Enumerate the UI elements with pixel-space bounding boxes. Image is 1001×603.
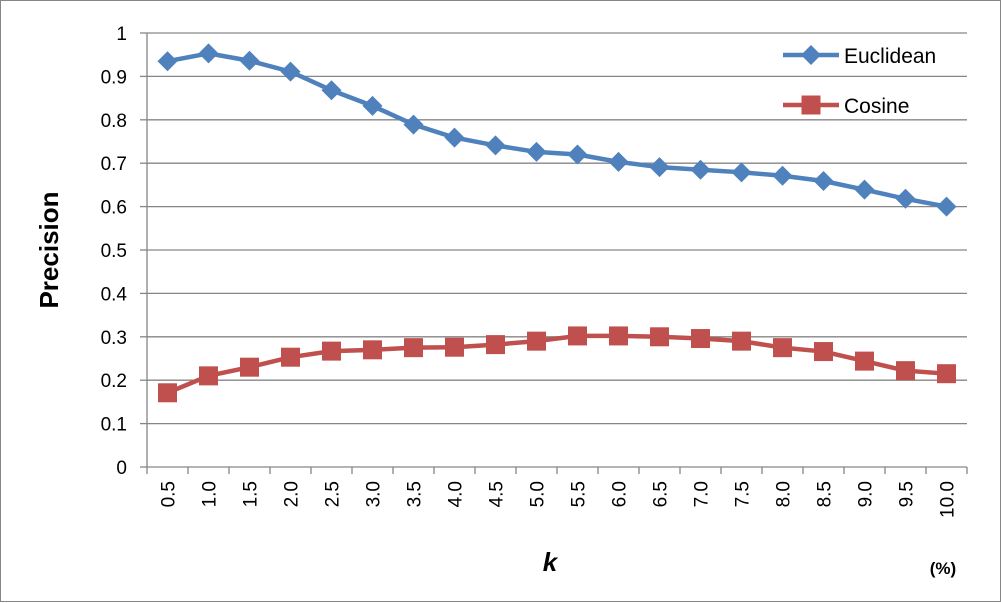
legend: Euclidean Cosine (783, 45, 936, 118)
data-point-cosine (445, 337, 464, 357)
data-point-euclidean (444, 127, 465, 148)
x-tick-label: 5.0 (528, 481, 549, 507)
legend-item-euclidean: Euclidean (783, 45, 936, 68)
data-point-euclidean (772, 165, 793, 186)
data-point-cosine (650, 327, 669, 347)
x-tick-label: 2.0 (282, 481, 303, 507)
data-point-euclidean (895, 188, 916, 209)
data-point-cosine (404, 338, 423, 358)
data-point-cosine (732, 331, 751, 351)
y-tick-label: 0.4 (101, 284, 128, 305)
axes (140, 32, 968, 474)
data-point-euclidean (362, 95, 383, 116)
data-point-cosine (527, 331, 546, 351)
y-tick-label: 1 (116, 24, 127, 45)
x-tick-label: 1.5 (241, 481, 262, 507)
x-tick-label: 9.0 (856, 481, 877, 507)
data-point-cosine (240, 357, 259, 377)
data-point-euclidean (321, 80, 342, 101)
x-tick-label: 7.0 (692, 481, 713, 507)
data-point-euclidean (854, 179, 875, 200)
data-point-euclidean (403, 114, 424, 135)
x-tick-label: 6.0 (610, 481, 631, 507)
data-point-euclidean (198, 43, 219, 64)
data-point-cosine (486, 335, 505, 355)
y-axis-title: Precision (34, 191, 64, 308)
data-point-euclidean (239, 50, 260, 71)
data-point-cosine (281, 347, 300, 367)
data-point-cosine (896, 361, 915, 381)
y-tick-label: 0.8 (101, 111, 127, 132)
legend-marker-cosine (801, 95, 821, 115)
legend-label-cosine: Cosine (844, 95, 909, 118)
x-tick-label: 0.5 (159, 481, 180, 507)
series-euclidean (157, 43, 957, 217)
x-tick-labels: 0.5 1.0 1.5 2.0 2.5 3.0 3.5 4.0 4.5 5.0 5.5 6.0 6.5 7… (159, 481, 959, 518)
data-point-cosine (855, 351, 874, 371)
x-tick-label: 3.5 (405, 481, 426, 507)
x-tick-label: 8.0 (774, 481, 795, 507)
data-point-euclidean (567, 144, 588, 165)
y-tick-labels: 0 0.1 0.2 0.3 0.4 0.5 0.6 0.7 0.8 0.9 1 (101, 24, 128, 479)
legend-label-euclidean: Euclidean (844, 45, 936, 68)
data-point-cosine (363, 340, 382, 360)
data-point-cosine (158, 383, 177, 403)
y-tick-label: 0.6 (101, 198, 127, 219)
x-tick-label: 4.0 (446, 481, 467, 507)
x-tick-label: 5.5 (569, 481, 590, 507)
x-tick-label: 8.5 (815, 481, 836, 507)
y-tick-label: 0.2 (101, 371, 127, 392)
y-tick-label: 0.1 (101, 415, 127, 436)
data-point-euclidean (649, 157, 670, 178)
series-cosine (158, 326, 956, 403)
data-point-cosine (773, 338, 792, 358)
y-tick-label: 0.9 (101, 67, 127, 88)
data-point-cosine (937, 364, 956, 384)
data-point-euclidean (280, 61, 301, 82)
x-tick-label: 7.5 (733, 481, 754, 507)
data-point-euclidean (731, 162, 752, 183)
x-axis-title: k (543, 547, 559, 577)
data-point-euclidean (813, 170, 834, 191)
y-tick-label: 0.3 (101, 328, 127, 349)
y-tick-label: 0.7 (101, 154, 127, 175)
x-tick-label: 10.0 (938, 481, 959, 518)
series (157, 43, 957, 403)
x-tick-label: 3.0 (364, 481, 385, 507)
data-point-euclidean (526, 141, 547, 162)
x-tick-label: 9.5 (897, 481, 918, 507)
data-point-cosine (568, 326, 587, 346)
data-point-euclidean (936, 196, 957, 217)
x-tick-label: 4.5 (487, 481, 508, 507)
data-point-euclidean (157, 51, 178, 72)
x-tick-label: 6.5 (651, 481, 672, 507)
data-point-euclidean (485, 135, 506, 156)
data-point-cosine (199, 366, 218, 386)
data-point-cosine (322, 341, 341, 361)
x-tick-label: 1.0 (200, 481, 221, 507)
data-point-cosine (609, 326, 628, 346)
data-point-euclidean (690, 159, 711, 180)
legend-item-cosine: Cosine (783, 95, 909, 118)
legend-marker-euclidean (801, 45, 821, 65)
data-point-cosine (814, 342, 833, 362)
gridlines (147, 32, 967, 425)
x-axis-unit: (%) (930, 559, 956, 578)
data-point-cosine (691, 329, 710, 349)
data-point-euclidean (608, 151, 629, 172)
x-tick-label: 2.5 (323, 481, 344, 507)
y-tick-label: 0.5 (101, 241, 127, 262)
y-tick-label: 0 (116, 458, 127, 479)
